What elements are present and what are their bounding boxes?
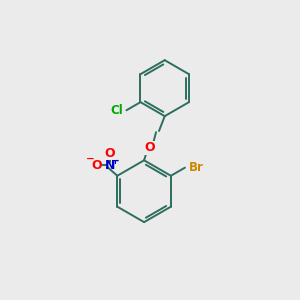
- Text: O: O: [145, 141, 155, 154]
- Text: +: +: [110, 156, 119, 166]
- Text: Br: Br: [189, 161, 204, 174]
- Text: N: N: [105, 159, 116, 172]
- Text: O: O: [91, 159, 102, 172]
- Text: −: −: [85, 154, 94, 164]
- Text: O: O: [105, 147, 116, 160]
- Text: Cl: Cl: [110, 104, 123, 117]
